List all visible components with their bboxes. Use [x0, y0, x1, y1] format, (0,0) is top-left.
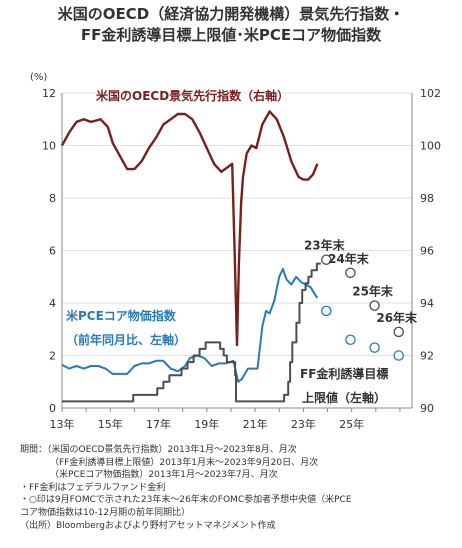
- forecast-point: [345, 267, 356, 279]
- grid: [62, 92, 412, 409]
- series-line: [60, 110, 319, 347]
- left-tick-label: 2: [49, 350, 56, 363]
- series-line: [62, 262, 321, 403]
- ff-series-label: 上限値（左軸）: [302, 390, 386, 405]
- series-group: [60, 110, 404, 403]
- x-tick-label: 21年: [243, 417, 268, 431]
- forecast-point-label: 23年末: [304, 238, 346, 253]
- x-tick-label: 23年: [291, 417, 316, 431]
- right-tick-label: 90: [420, 402, 434, 415]
- forecast-point: [345, 334, 356, 345]
- right-tick-label: 102: [420, 87, 441, 100]
- forecast-point-label: 25年末: [352, 284, 394, 299]
- series-line: [61, 267, 319, 383]
- oecd-series-label: 米国のOECD景気先行指数（右軸）: [96, 88, 289, 103]
- note-ff: ・FF金利はフェデラルファンド金利: [20, 482, 166, 493]
- ff-series-label: FF金利誘導目標: [300, 366, 388, 381]
- chart-title-line-1: 米国のOECD（経済協力開発機構）景気先行指数・: [57, 5, 405, 23]
- forecast-point: [369, 300, 380, 311]
- right-tick-label: 94: [420, 297, 434, 310]
- left-tick-label: 4: [49, 297, 56, 310]
- left-axis-unit: (%): [30, 72, 47, 83]
- x-tick-label: 25年: [339, 417, 364, 431]
- forecast-point-label: 24年末: [328, 251, 370, 266]
- note-period-oecd: 期間：（米国のOECD景気先行指数）2013年1月～2023年8月、月次: [20, 445, 297, 455]
- forecast-point: [321, 254, 332, 265]
- note-period-pce: （米PCEコア物価指数）2013年1月～2023年7月、月次: [50, 470, 278, 481]
- chart-title-line-2: FF金利誘導目標上限値･米PCEコア物価指数: [80, 26, 382, 44]
- x-tick-label: 15年: [98, 417, 123, 431]
- right-tick-label: 100: [420, 140, 441, 153]
- note-fomc: ・○印は9月FOMCで示された23年末～26年末のFOMC参加者予想中央値（米P…: [20, 495, 352, 506]
- note-period-ff: （FF金利誘導目標上限値）2013年1月末～2023年9月20日、月次: [50, 457, 319, 468]
- left-tick-label: 6: [49, 245, 56, 258]
- pce-series-label: 米PCEコア物価指数: [66, 308, 177, 323]
- forecast-point: [393, 326, 404, 338]
- axes: 0 2 4 6 8 10 12 (%) 90 92 94 96 98 100 102 13年 15年 17年 19年…: [30, 72, 441, 431]
- left-tick-label: 12: [42, 87, 56, 100]
- note-fomc-cont: コア物価指数は10-12月期の前年同期比）: [20, 507, 191, 518]
- x-tick-label: 13年: [50, 417, 75, 431]
- pce-series-label: （前年同月比、左軸）: [66, 332, 186, 347]
- x-tick-label: 17年: [146, 417, 171, 431]
- right-tick-label: 98: [420, 192, 434, 205]
- chart-title: 米国のOECD（経済協力開発機構）景気先行指数・ FF金利誘導目標上限値･米PC…: [0, 4, 462, 46]
- right-tick-label: 96: [420, 245, 434, 258]
- forecast-point: [321, 305, 332, 317]
- footnotes: 期間：（米国のOECD景気先行指数）2013年1月～2023年8月、月次 （FF…: [20, 444, 456, 532]
- forecast-point: [369, 342, 380, 353]
- left-tick-label: 0: [49, 402, 56, 415]
- note-source: （出所）Bloombergおよびより野村アセットマネジメント作成: [20, 520, 276, 531]
- chart: 0 2 4 6 8 10 12 (%) 90 92 94 96 98 100 102 13年 15年 17年 19年…: [30, 72, 441, 431]
- forecast-point-label: 26年末: [376, 310, 418, 325]
- left-tick-label: 10: [42, 140, 56, 153]
- x-tick-label: 19年: [194, 417, 219, 431]
- forecast-point: [393, 350, 404, 361]
- left-tick-label: 8: [49, 192, 56, 205]
- right-tick-label: 92: [420, 350, 434, 363]
